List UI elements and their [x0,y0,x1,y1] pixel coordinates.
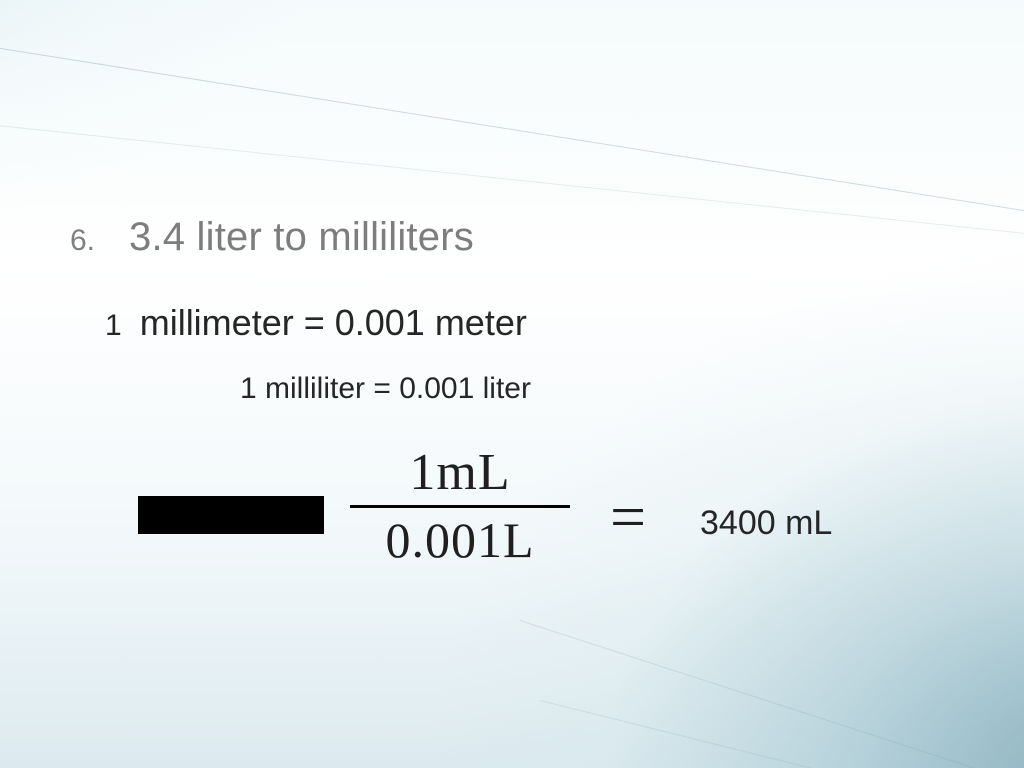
list-number: 6. [70,224,95,258]
fraction-bar [350,505,570,508]
equals-sign: = [610,480,646,554]
fact-line-1: 1 millimeter = 0.001 meter [105,302,527,344]
equation-row: 3.4 liter x 1mL 0.001L = 3400 mL [140,440,900,620]
slide-content: 6. 3.4 liter to milliliters 1 millimeter… [0,0,1024,768]
title-row: 6. 3.4 liter to milliliters [70,215,474,260]
equation-answer: 3400 mL [700,504,832,543]
redaction-box [138,496,324,534]
fact1-text: millimeter = 0.001 meter [140,302,527,343]
fraction-numerator: 1mL [340,446,580,501]
fraction-denominator: 0.001L [340,514,580,567]
fraction: 1mL 0.001L [340,446,580,566]
fact-line-2: 1 milliliter = 0.001 liter [240,372,531,406]
fact1-prefix: 1 [105,309,122,342]
slide-title: 3.4 liter to milliliters [129,215,474,260]
